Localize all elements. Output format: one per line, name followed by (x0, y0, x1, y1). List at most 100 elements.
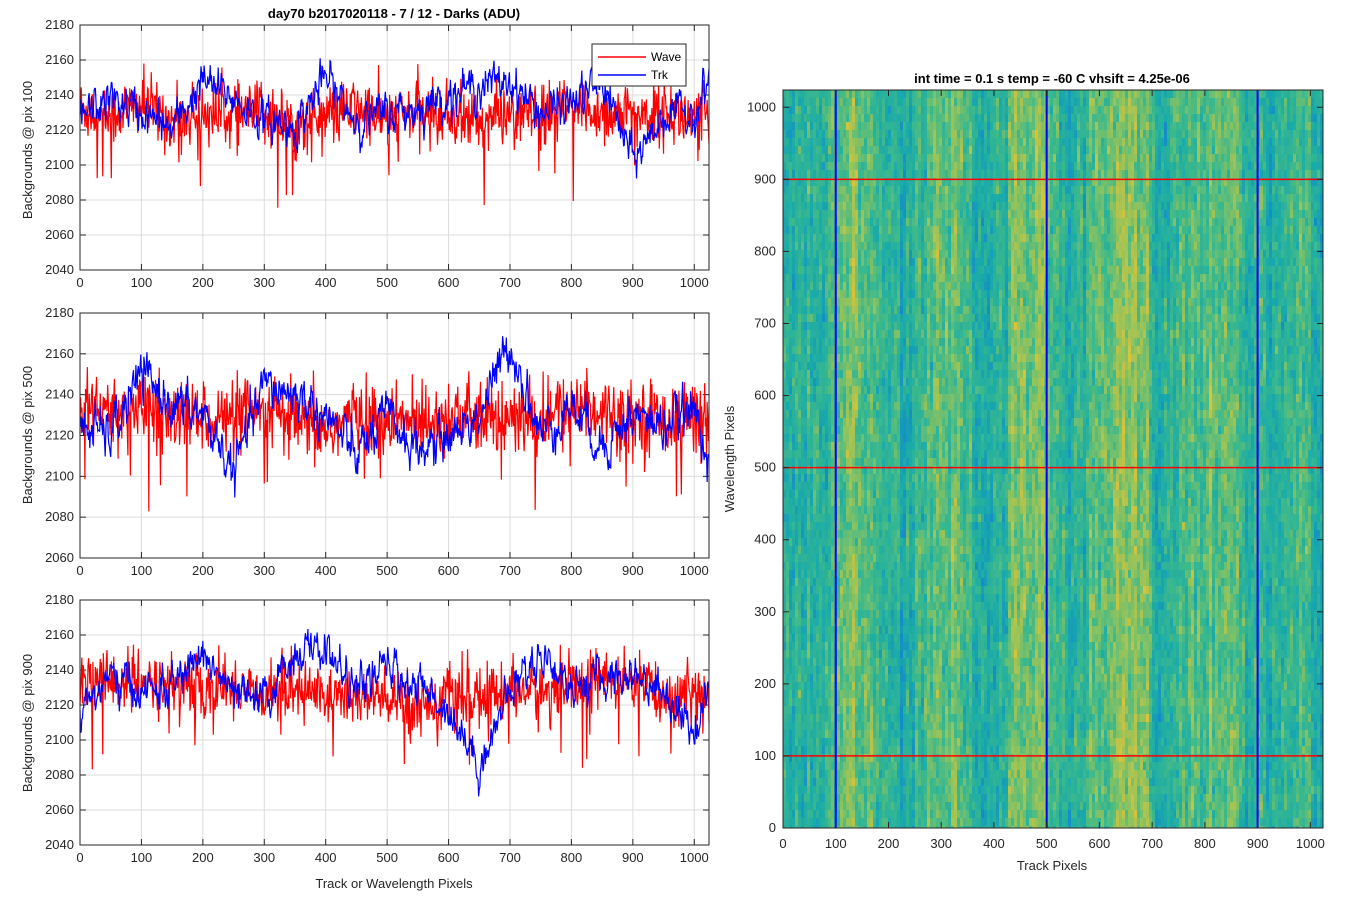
heatmap-cell (852, 810, 856, 819)
heatmap-cell (849, 138, 853, 147)
heatmap-cell (825, 794, 829, 803)
heatmap-cell (900, 650, 904, 659)
heatmap-cell (807, 698, 811, 707)
heatmap-cell (849, 802, 853, 811)
heatmap-cell (909, 658, 913, 667)
heatmap-cell (867, 738, 871, 747)
heatmap-cell (843, 570, 847, 579)
heatmap-cell (867, 642, 871, 651)
heatmap-cell (912, 394, 916, 403)
heatmap-cell (909, 570, 913, 579)
heatmap-cell (813, 282, 817, 291)
heatmap-cell (861, 330, 865, 339)
heatmap-cell (828, 194, 832, 203)
heatmap-cell (837, 546, 841, 555)
heatmap-cell (894, 90, 898, 99)
heatmap-cell (903, 426, 907, 435)
heatmap-cell (813, 602, 817, 611)
heatmap-cell (807, 522, 811, 531)
heatmap-cell (813, 538, 817, 547)
heatmap-cell (888, 802, 892, 811)
heatmap-cell (894, 674, 898, 683)
heatmap-cell (891, 618, 895, 627)
heatmap-cell (864, 434, 868, 443)
heatmap-cell (789, 170, 793, 179)
heatmap-cell (888, 722, 892, 731)
heatmap-cell (867, 698, 871, 707)
heatmap-cell (933, 162, 937, 171)
heatmap-cell (930, 794, 934, 803)
heatmap-cell (864, 106, 868, 115)
heatmap-cell (894, 658, 898, 667)
heatmap-cell (906, 346, 910, 355)
heatmap-cell (873, 786, 877, 795)
heatmap-cell (921, 746, 925, 755)
heatmap-cell (825, 498, 829, 507)
heatmap-cell (804, 658, 808, 667)
heatmap-cell (927, 314, 931, 323)
heatmap-cell (846, 674, 850, 683)
heatmap-cell (885, 538, 889, 547)
heatmap-cell (783, 570, 787, 579)
heatmap-cell (912, 762, 916, 771)
heatmap-cell (918, 186, 922, 195)
heatmap-cell (906, 274, 910, 283)
heatmap-cell (891, 754, 895, 763)
heatmap-cell (813, 394, 817, 403)
heatmap-cell (858, 210, 862, 219)
heatmap-cell (792, 338, 796, 347)
heatmap-cell (837, 442, 841, 451)
heatmap-cell (825, 242, 829, 251)
heatmap-cell (867, 154, 871, 163)
heatmap-cell (912, 258, 916, 267)
heatmap-cell (855, 538, 859, 547)
heatmap-cell (900, 466, 904, 475)
heatmap-cell (810, 514, 814, 523)
heatmap-cell (828, 762, 832, 771)
heatmap-cell (867, 418, 871, 427)
heatmap-cell (831, 578, 835, 587)
heatmap-cell (795, 474, 799, 483)
heatmap-cell (906, 498, 910, 507)
heatmap-cell (783, 186, 787, 195)
heatmap-cell (822, 738, 826, 747)
heatmap-cell (915, 394, 919, 403)
heatmap-cell (870, 586, 874, 595)
heatmap-cell (855, 434, 859, 443)
heatmap-cell (876, 506, 880, 515)
x-tick-label: 600 (438, 850, 460, 865)
heatmap-cell (927, 650, 931, 659)
heatmap-cell (882, 290, 886, 299)
heatmap-cell (903, 818, 907, 827)
heatmap-cell (927, 610, 931, 619)
heatmap-cell (876, 490, 880, 499)
heatmap-cell (783, 370, 787, 379)
heatmap-cell (825, 274, 829, 283)
heatmap-cell (867, 338, 871, 347)
heatmap-cell (813, 426, 817, 435)
heatmap-cell (825, 674, 829, 683)
heatmap-cell (789, 194, 793, 203)
heatmap-cell (849, 346, 853, 355)
heatmap-cell (801, 482, 805, 491)
heatmap-cell (792, 658, 796, 667)
heatmap-cell (876, 594, 880, 603)
heatmap-cell (897, 194, 901, 203)
heatmap-cell (795, 178, 799, 187)
heatmap-cell (903, 234, 907, 243)
heatmap-cell (897, 146, 901, 155)
heatmap-cell (888, 338, 892, 347)
heatmap-cell (810, 578, 814, 587)
heatmap-cell (792, 274, 796, 283)
heatmap-cell (789, 658, 793, 667)
heatmap-cell (891, 154, 895, 163)
heatmap-cell (813, 258, 817, 267)
heatmap-cell (915, 218, 919, 227)
heatmap-cell (855, 154, 859, 163)
heatmap-cell (807, 106, 811, 115)
heatmap-cell (927, 154, 931, 163)
heatmap-cell (795, 650, 799, 659)
heatmap-cell (927, 354, 931, 363)
heatmap-cell (924, 546, 928, 555)
heatmap-cell (816, 682, 820, 691)
